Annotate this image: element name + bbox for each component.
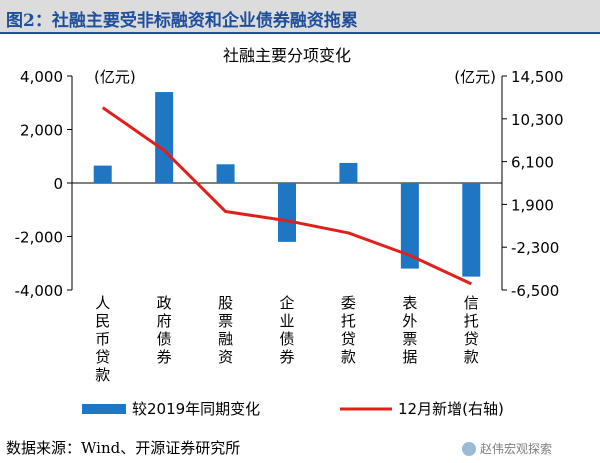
watermark: 赵伟宏观探索	[462, 440, 552, 457]
legend-line-label: 12月新增(右轴)	[398, 400, 504, 418]
chart-title: 社融主要分项变化	[223, 46, 351, 65]
bar	[216, 164, 235, 183]
left-tick-label: -2,000	[15, 229, 63, 247]
right-tick-label: -6,500	[511, 282, 559, 300]
bar	[93, 165, 112, 183]
left-tick-label: 4,000	[20, 68, 63, 86]
bar	[155, 92, 174, 183]
bar	[400, 183, 419, 269]
category-label: 企业债券	[279, 294, 294, 366]
left-axis-unit: (亿元)	[94, 68, 136, 86]
category-label: 股票融资	[218, 294, 233, 366]
category-label: 信托贷款	[464, 294, 479, 366]
wechat-icon	[462, 441, 476, 456]
left-tick-label: 2,000	[20, 122, 63, 140]
figure-heading: 图2：社融主要受非标融资和企业债券融资拖累	[6, 11, 358, 31]
figure-heading-bar: 图2：社融主要受非标融资和企业债券融资拖累	[0, 0, 600, 34]
left-tick-label: -4,000	[15, 282, 63, 300]
source-note: 数据来源：Wind、开源证券研究所	[6, 439, 241, 457]
right-tick-label: 6,100	[511, 154, 554, 172]
right-tick-label: 14,500	[511, 68, 564, 86]
category-label: 人民币贷款	[95, 294, 110, 384]
left-tick-label: 0	[53, 175, 63, 193]
bar	[339, 162, 358, 183]
chart-svg: 社融主要分项变化 4,000 2,000 0 -2,000 -4,000 14,500 10,…	[15, 46, 564, 418]
right-tick-label: -2,300	[511, 239, 559, 257]
bar	[278, 183, 296, 242]
bar	[462, 183, 481, 277]
right-tick-label: 10,300	[511, 111, 564, 129]
legend-bar-label: 较2019年同期变化	[132, 400, 260, 418]
watermark-text: 赵伟宏观探索	[480, 442, 553, 456]
right-axis-unit: (亿元)	[454, 68, 496, 86]
category-label: 政府债券	[157, 294, 172, 366]
legend-bar-swatch	[82, 404, 126, 414]
category-label: 委托贷款	[341, 294, 356, 366]
right-tick-label: 1,900	[511, 196, 554, 214]
category-label: 表外票据	[402, 294, 417, 366]
